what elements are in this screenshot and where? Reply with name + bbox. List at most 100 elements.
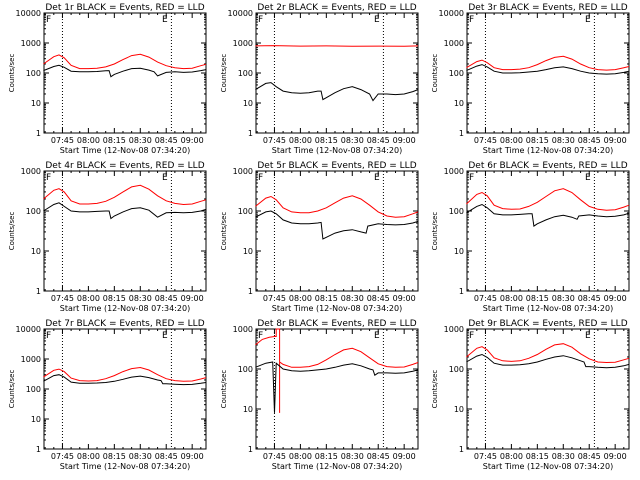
panel-title: Det 4r BLACK = Events, RED = LLD	[45, 161, 204, 171]
x-tick-label: 08:15	[103, 452, 126, 461]
y-tick-label: 10	[31, 415, 41, 424]
y-tick-label: 1000	[233, 39, 253, 48]
x-tick-label: 08:15	[526, 294, 549, 303]
y-tick-label: 10	[31, 247, 41, 256]
corner-mark-f: F	[46, 15, 51, 25]
x-tick-label: 08:30	[341, 136, 364, 145]
y-tick-label: 1000	[444, 325, 464, 334]
events-series-line	[255, 210, 419, 240]
corner-mark-f: F	[258, 173, 263, 183]
x-axis-label: Start Time (12-Nov-08 07:34:20)	[483, 304, 613, 313]
x-tick-label: 08:45	[578, 294, 601, 303]
lld-series-line	[255, 45, 419, 47]
plot-frame	[255, 12, 419, 134]
y-tick-label: 10	[454, 247, 464, 256]
detector-panel: Det 2r BLACK = Events, RED = LLD F E 1 10 100…	[220, 3, 419, 155]
y-tick-label: 1	[459, 445, 464, 454]
x-tick-label: 08:45	[367, 294, 390, 303]
y-tick-label: 10000	[439, 9, 464, 18]
corner-mark-f: F	[469, 331, 474, 341]
y-axis-label: Counts/sec	[220, 212, 228, 251]
lld-series-line	[255, 328, 419, 413]
x-axis-label: Start Time (12-Nov-08 07:34:20)	[60, 304, 190, 313]
x-tick-label: 09:00	[393, 452, 416, 461]
events-series-line	[255, 361, 419, 413]
plot-frame	[255, 328, 419, 450]
x-tick-label: 07:45	[474, 136, 497, 145]
x-tick-label: 08:30	[552, 452, 575, 461]
x-tick-label: 08:30	[129, 294, 152, 303]
y-tick-label: 100	[238, 365, 253, 374]
plot-frame	[466, 170, 630, 292]
corner-mark-e: E	[374, 331, 380, 341]
x-tick-label: 08:15	[315, 136, 338, 145]
x-axis-label: Start Time (12-Nov-08 07:34:20)	[60, 462, 190, 471]
x-tick-label: 08:15	[315, 294, 338, 303]
x-tick-label: 07:45	[263, 294, 286, 303]
lld-series-line	[43, 53, 207, 70]
plot-frame	[255, 170, 419, 292]
detector-panel: Det 1r BLACK = Events, RED = LLD F E 1 10 100…	[8, 3, 207, 155]
y-tick-label: 1000	[233, 325, 253, 334]
corner-mark-e: E	[162, 173, 168, 183]
x-tick-label: 07:45	[474, 452, 497, 461]
x-tick-label: 08:00	[500, 136, 523, 145]
x-tick-label: 09:00	[604, 294, 627, 303]
corner-mark-e: E	[585, 15, 591, 25]
y-axis-label: Counts/sec	[431, 370, 439, 409]
plot-frame	[466, 328, 630, 450]
events-series-line	[43, 202, 207, 220]
y-tick-label: 1	[36, 445, 41, 454]
corner-mark-f: F	[258, 15, 263, 25]
plot-frame	[43, 170, 207, 292]
y-tick-label: 10	[243, 99, 253, 108]
y-tick-label: 1000	[21, 167, 41, 176]
y-tick-label: 1000	[21, 39, 41, 48]
detector-panel: Det 4r BLACK = Events, RED = LLD F E 1 10 100…	[8, 161, 207, 313]
y-tick-label: 100	[238, 69, 253, 78]
events-series-line	[466, 203, 630, 227]
y-tick-label: 1000	[233, 167, 253, 176]
lld-series-line	[43, 184, 207, 206]
lld-series-line	[466, 55, 630, 71]
y-tick-label: 10000	[16, 9, 41, 18]
x-tick-label: 08:00	[77, 294, 100, 303]
x-tick-label: 08:30	[341, 294, 364, 303]
x-tick-label: 08:45	[367, 136, 390, 145]
x-tick-label: 09:00	[604, 452, 627, 461]
panel-title: Det 6r BLACK = Events, RED = LLD	[468, 161, 627, 171]
y-tick-label: 10	[31, 99, 41, 108]
x-axis-label: Start Time (12-Nov-08 07:34:20)	[483, 462, 613, 471]
y-tick-label: 1	[248, 129, 253, 138]
corner-mark-f: F	[46, 173, 51, 183]
x-tick-label: 08:45	[578, 452, 601, 461]
corner-mark-e: E	[374, 15, 380, 25]
x-tick-label: 08:00	[77, 136, 100, 145]
y-axis-label: Counts/sec	[220, 370, 228, 409]
y-axis-label: Counts/sec	[8, 370, 16, 409]
x-tick-label: 08:00	[500, 294, 523, 303]
y-tick-label: 1	[248, 445, 253, 454]
corner-mark-f: F	[469, 15, 474, 25]
y-axis-label: Counts/sec	[8, 54, 16, 93]
x-tick-label: 08:15	[526, 136, 549, 145]
y-axis-label: Counts/sec	[220, 54, 228, 93]
y-tick-label: 100	[26, 69, 41, 78]
panel-title: Det 2r BLACK = Events, RED = LLD	[257, 3, 416, 13]
events-series-line	[466, 64, 630, 75]
lld-series-line	[255, 195, 419, 218]
x-tick-label: 08:45	[155, 452, 178, 461]
y-axis-label: Counts/sec	[8, 212, 16, 251]
x-axis-label: Start Time (12-Nov-08 07:34:20)	[272, 146, 402, 155]
y-tick-label: 1	[36, 129, 41, 138]
plot-frame	[43, 328, 207, 450]
detector-panel: Det 3r BLACK = Events, RED = LLD F E 1 10 100…	[431, 3, 630, 155]
x-tick-label: 08:00	[289, 136, 312, 145]
x-tick-label: 08:15	[315, 452, 338, 461]
y-tick-label: 1000	[444, 167, 464, 176]
y-tick-label: 100	[449, 207, 464, 216]
y-tick-label: 1000	[444, 39, 464, 48]
plot-frame	[43, 12, 207, 134]
y-tick-label: 1	[36, 287, 41, 296]
